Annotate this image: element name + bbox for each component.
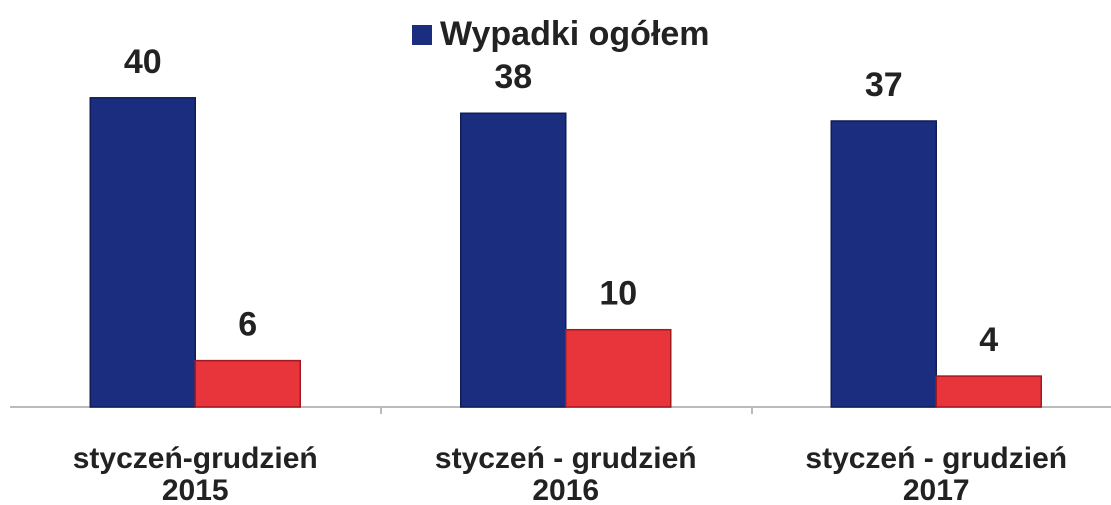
x-tick-label: 2015 [162, 474, 229, 505]
legend-label: Wypadki ogółem [440, 15, 710, 53]
x-tick-label: 2017 [903, 474, 970, 505]
x-tick-label: styczeń - grudzień [435, 442, 697, 475]
x-tick-label: styczeń - grudzień [805, 442, 1067, 475]
bar [89, 97, 196, 408]
bar [935, 375, 1042, 408]
bar [460, 112, 567, 408]
data-label: 4 [979, 321, 998, 359]
data-label: 10 [599, 275, 637, 313]
data-label: 38 [494, 58, 532, 96]
bar [830, 120, 937, 408]
bar [194, 359, 301, 408]
data-label: 37 [865, 66, 903, 104]
x-tick-label: styczeń-grudzień [73, 442, 318, 475]
x-tick-label: 2016 [532, 474, 599, 505]
legend-swatch [412, 25, 432, 45]
bar [565, 328, 672, 408]
data-label: 40 [124, 43, 162, 81]
data-label: 6 [238, 306, 257, 344]
